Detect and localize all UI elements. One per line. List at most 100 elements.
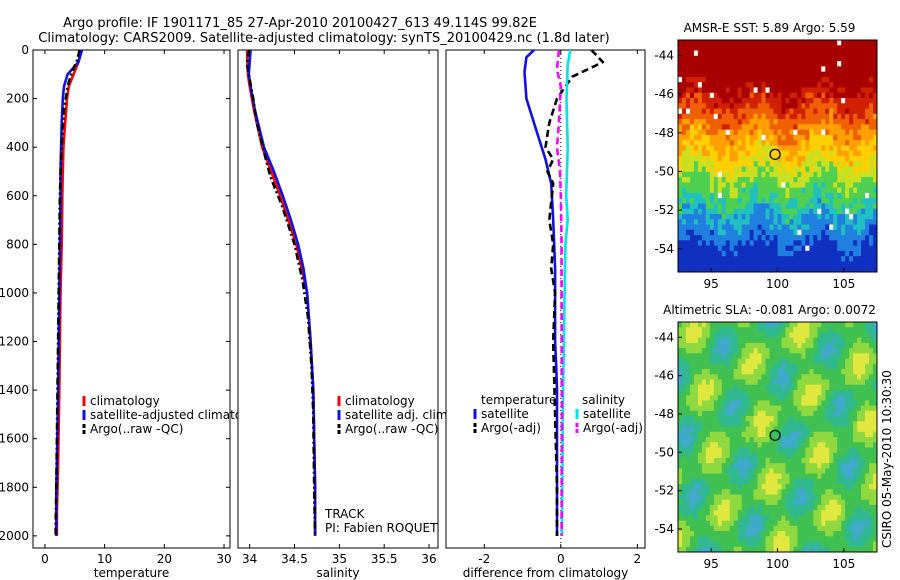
heatmap-cell [869,489,874,495]
heatmap-cell [713,98,719,104]
heatmap-cell [837,166,842,173]
heatmap-cell [849,525,854,532]
heatmap-cell [725,103,731,109]
heatmap-cell [753,214,758,220]
heatmap-cell [837,256,842,262]
heatmap-cell [825,546,830,553]
heatmap-cell [721,82,727,88]
heatmap-cell [717,510,723,516]
heatmap-cell [753,327,758,333]
heatmap-cell [873,358,878,365]
heatmap-cell [749,161,755,167]
heatmap-cell [697,229,703,236]
heatmap-cell [757,405,762,412]
heatmap-cell [801,98,806,104]
heatmap-cell [761,235,766,241]
heatmap-cell [861,98,866,104]
heatmap-cell [861,400,866,407]
figure-title-line1: Argo profile: IF 1901171_85 27-Apr-2010 … [63,16,537,31]
heatmap-cell [705,442,711,448]
heatmap-cell [757,161,762,167]
heatmap-cell [869,134,874,141]
heatmap-cell [705,256,711,262]
heatmap-cell [753,129,758,136]
x-axis-label: difference from climatology [463,566,629,580]
heatmap-cell [773,229,778,236]
heatmap-cell [845,327,850,333]
heatmap-cell [765,235,770,241]
heatmap-cell [817,437,822,443]
heatmap-cell [725,92,731,99]
heatmap-cell [813,400,818,407]
heatmap-cell [845,504,850,511]
heatmap-cell [789,327,794,333]
heatmap-cell [681,156,687,162]
heatmap-cell [678,192,683,199]
heatmap-cell [713,50,719,57]
heatmap-cell [693,45,699,51]
heatmap-cell [825,92,830,99]
heatmap-cell [869,145,874,152]
heatmap-cell [745,119,751,125]
heatmap-cell [793,536,798,542]
heatmap-cell [725,224,731,231]
heatmap-cell [693,240,699,247]
heatmap-cell [689,250,695,257]
heatmap-cell [873,525,878,532]
heatmap-cell [793,82,798,88]
heatmap-cell [717,358,723,365]
heatmap-cell [693,332,699,339]
heatmap-cell [809,442,814,448]
heatmap-cell [841,235,846,241]
heatmap-cell [821,76,826,83]
heatmap-cell [801,531,806,537]
heatmap-cell [857,468,862,474]
heatmap-cell [713,322,719,328]
heatmap-cell [685,140,691,146]
heatmap-cell [769,208,774,215]
heatmap-cell [805,250,810,257]
heatmap-cell [769,447,774,454]
heatmap-cell [689,327,695,333]
heatmap-cell [837,229,842,236]
heatmap-cell [749,177,755,183]
heatmap-cell [809,337,814,344]
heatmap-cell [809,66,814,73]
heatmap-cell [697,103,703,109]
heatmap-cell [781,171,786,178]
y-tick-label: -44 [654,330,674,344]
heatmap-cell [785,187,790,194]
x-tick-label: 100 [766,277,789,291]
heatmap-cell [813,515,818,522]
heatmap-cell [861,40,866,46]
heatmap-cell [777,541,782,548]
heatmap-cell [797,240,802,247]
heatmap-cell [817,342,822,349]
heatmap-cell [701,55,707,62]
heatmap-cell [865,416,870,422]
heatmap-cell [841,145,846,152]
heatmap-cell [761,348,766,354]
heatmap-cell [757,171,762,178]
heatmap-cell [701,541,707,548]
heatmap-cell [797,358,802,365]
heatmap-cell [725,546,731,553]
heatmap-cell [693,166,699,173]
heatmap-cell [837,494,842,501]
heatmap-cell [729,119,735,125]
heatmap-cell [769,40,774,46]
heatmap-cell [737,50,743,57]
heatmap-cell [789,484,794,490]
heatmap-cell [737,113,743,120]
heatmap-cell [701,76,707,83]
heatmap-cell [857,119,862,125]
heatmap-cell [785,379,790,386]
heatmap-cell [709,182,715,189]
heatmap-cell [845,452,850,459]
heatmap-cell [789,384,794,391]
heatmap-cell [705,332,711,339]
heatmap-cell [733,332,739,339]
heatmap-cell [705,431,711,438]
heatmap-cell [753,82,758,88]
heatmap-cell [717,198,723,204]
